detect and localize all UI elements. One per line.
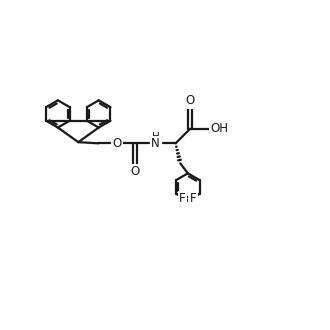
Text: F: F [179, 192, 186, 205]
Text: O: O [185, 94, 195, 107]
Text: OH: OH [211, 122, 228, 135]
Text: N: N [151, 137, 160, 150]
Text: O: O [130, 165, 140, 178]
Text: O: O [112, 137, 121, 150]
Text: H: H [152, 132, 159, 142]
Text: F: F [190, 192, 196, 205]
